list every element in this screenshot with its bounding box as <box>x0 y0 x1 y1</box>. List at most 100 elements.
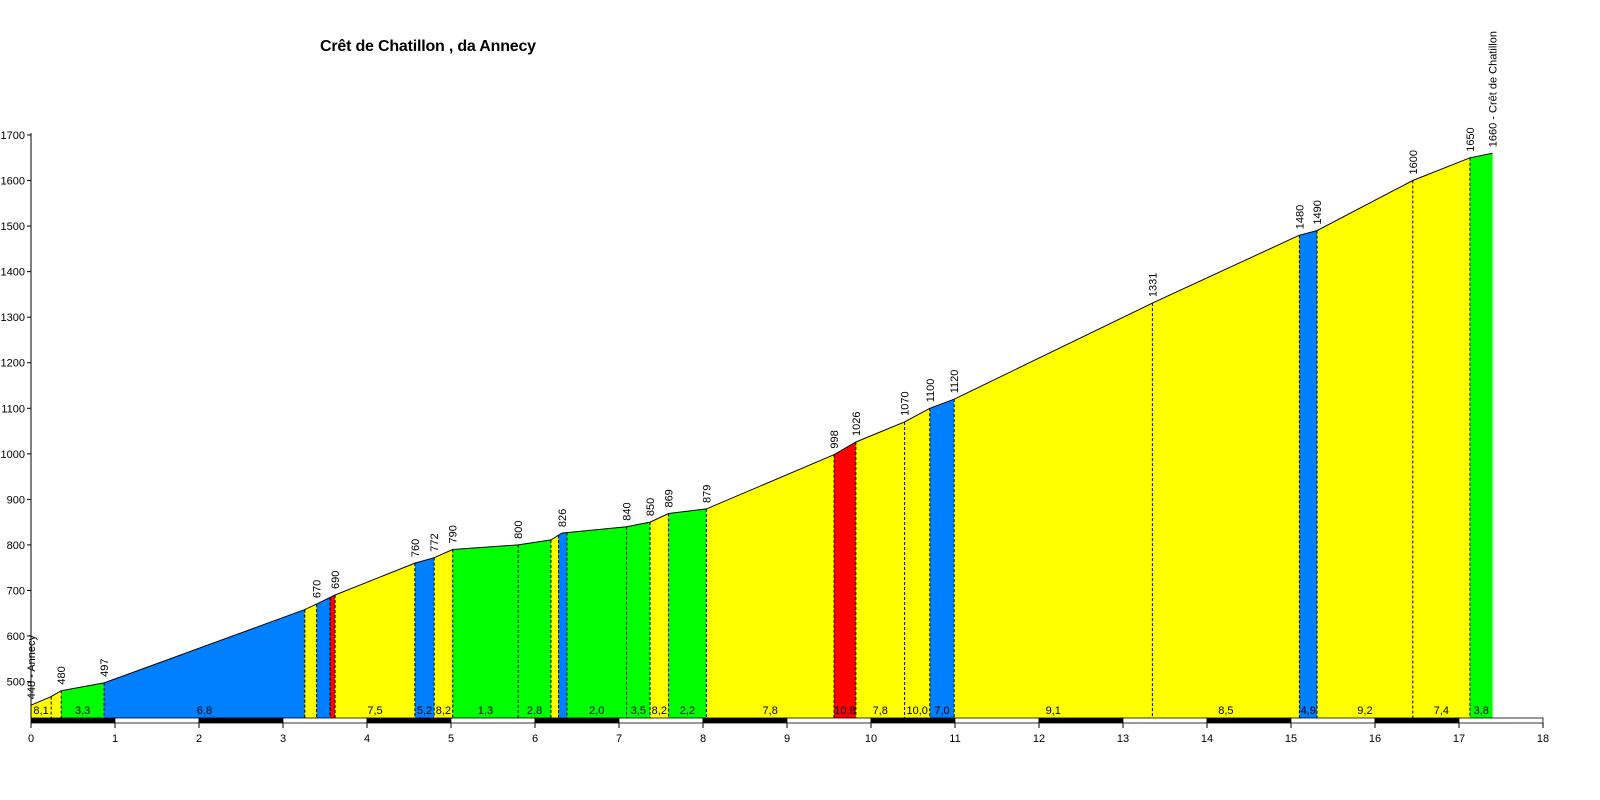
grade-label: 9,1 <box>1046 705 1061 717</box>
grade-label: 7,5 <box>367 705 382 717</box>
y-tick-label: 1100 <box>1 403 25 415</box>
elevation-label: 826 <box>557 509 569 527</box>
x-tick-label: 9 <box>784 733 790 745</box>
x-tick-label: 6 <box>532 733 538 745</box>
km-band-segment <box>30 717 116 724</box>
elevation-label: 1120 <box>949 370 961 394</box>
grade-label: 3,5 <box>631 705 646 717</box>
grade-label: 6,8 <box>197 705 212 717</box>
grade-segment-3 <box>104 609 305 718</box>
y-tick-label: 800 <box>7 540 25 552</box>
grade-segment-14 <box>566 526 627 718</box>
elevation-label: 690 <box>330 571 342 589</box>
x-tick-label: 17 <box>1453 733 1465 745</box>
km-band-segment <box>618 717 704 724</box>
grade-label: 10,0 <box>906 705 927 717</box>
y-tick-label: 1700 <box>1 130 25 142</box>
y-tick-label: 600 <box>7 631 25 643</box>
grade-segment-7 <box>335 563 415 718</box>
km-band-segment <box>954 717 1040 724</box>
x-tick-label: 8 <box>700 733 706 745</box>
elevation-label: 998 <box>829 430 841 448</box>
elevation-label: 760 <box>410 539 422 557</box>
km-band-segment <box>1122 717 1208 724</box>
x-tick-label: 15 <box>1285 733 1297 745</box>
elevation-label: 1100 <box>925 379 937 403</box>
grade-label: 1,3 <box>478 705 493 717</box>
km-band-segment <box>870 717 956 724</box>
elevation-label: 800 <box>513 521 525 539</box>
grade-label: 3,3 <box>75 705 90 717</box>
grade-segment-9 <box>434 549 453 718</box>
grade-label: 5,2 <box>417 705 432 717</box>
elevation-labels: 448 - Annecy 480 497 670 690 760 772 790 800 826 8… <box>26 31 1500 699</box>
grade-segment-23 <box>954 303 1153 718</box>
elevation-label: 1070 <box>900 391 912 415</box>
y-tick-label: 1600 <box>1 176 25 188</box>
grade-segment-1 <box>51 690 62 718</box>
grade-segment-16 <box>650 513 669 718</box>
grade-segment-5 <box>316 597 330 718</box>
x-tick-label: 1 <box>112 733 118 745</box>
elevation-label: 670 <box>312 580 324 598</box>
elevation-label: 790 <box>448 525 460 543</box>
elevation-label: 1490 <box>1312 200 1324 224</box>
km-band-segment <box>450 717 536 724</box>
km-band-segment <box>114 717 200 724</box>
grade-segment-11 <box>518 539 551 718</box>
chart-title: Crêt de Chatillon , da Annecy <box>320 38 536 55</box>
y-tick-label: 1000 <box>1 449 25 461</box>
x-tick-label: 16 <box>1369 733 1381 745</box>
grade-segment-19 <box>834 442 856 718</box>
x-tick-label: 3 <box>280 733 286 745</box>
grade-segment-17 <box>668 508 707 718</box>
grade-labels: 8,1 3,3 6,8 7,5 5,2 8,2 1,3 2,8 2,0 3,5 8,2 2,2 7,8 1… <box>33 705 1488 717</box>
km-band-segment <box>1374 717 1460 724</box>
grade-segment-24 <box>1152 235 1300 718</box>
km-band-segment <box>786 717 872 724</box>
y-tick-label: 700 <box>7 585 25 597</box>
x-tick-label: 0 <box>28 733 34 745</box>
grade-label: 2,2 <box>680 705 695 717</box>
km-band-segment <box>1206 717 1292 724</box>
x-tick-label: 12 <box>1033 733 1045 745</box>
grade-segment-fills <box>31 153 1493 719</box>
elevation-label: 480 <box>56 666 68 684</box>
grade-segment-21 <box>904 408 930 718</box>
elevation-label: 879 <box>701 485 713 503</box>
x-tick-label: 4 <box>364 733 370 745</box>
grade-segment-10 <box>452 544 519 718</box>
grade-segment-13 <box>558 532 567 718</box>
x-tick-label: 2 <box>196 733 202 745</box>
y-tick-label: 1500 <box>1 221 25 233</box>
grade-segment-20 <box>855 421 905 718</box>
grade-label: 8,1 <box>33 705 48 717</box>
grade-segment-27 <box>1412 157 1470 719</box>
x-tick-label: 5 <box>448 733 454 745</box>
grade-label: 8,2 <box>652 705 667 717</box>
km-band-segment <box>1290 717 1376 724</box>
x-tick-label: 13 <box>1117 733 1129 745</box>
grade-label: 2,8 <box>527 705 542 717</box>
profile-line <box>30 152 1493 706</box>
grade-segment-2 <box>61 682 105 718</box>
grade-segment-6 <box>330 595 336 718</box>
y-tick-label: 500 <box>7 677 25 689</box>
grade-segment-4 <box>304 604 317 718</box>
elevation-label: 1660 - Crêt de Chatillon <box>1488 31 1500 147</box>
grade-label: 4,9 <box>1301 705 1316 717</box>
elevation-label: 448 - Annecy <box>26 634 38 699</box>
elevation-label: 1600 <box>1408 150 1420 174</box>
km-band-segment <box>282 717 368 724</box>
km-band-segment <box>366 717 452 724</box>
grade-segment-15 <box>626 522 651 718</box>
km-band-segment <box>1458 717 1544 724</box>
x-tick-label: 10 <box>865 733 877 745</box>
grade-label: 8,5 <box>1218 705 1233 717</box>
grade-segment-26 <box>1317 180 1413 718</box>
km-band-segment <box>702 717 788 724</box>
elevation-label: 772 <box>429 533 441 551</box>
elevation-label: 1331 <box>1147 273 1159 297</box>
elevation-label: 840 <box>622 502 634 520</box>
